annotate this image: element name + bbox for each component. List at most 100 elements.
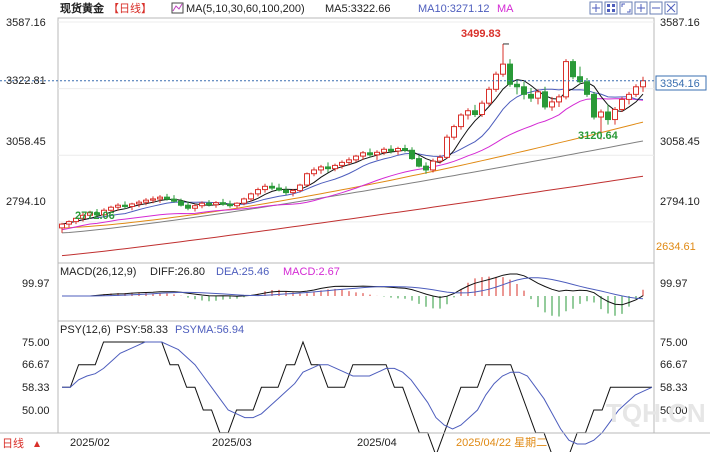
macd-axis-left: 99.97 — [22, 278, 50, 290]
candle-body-26 — [241, 198, 247, 204]
candle-body-8 — [115, 204, 121, 208]
candle-body-60 — [479, 102, 485, 116]
minus-icon[interactable] — [649, 1, 663, 15]
candle-body-19 — [192, 205, 198, 209]
close-icon[interactable] — [664, 1, 678, 15]
candle-body-39 — [332, 164, 338, 170]
ma200-line — [61, 175, 644, 257]
candle-body-40 — [339, 161, 345, 166]
ma5-line — [61, 79, 644, 225]
psy-axis-left-2: 66.67 — [22, 359, 50, 371]
candle-body-57 — [458, 114, 464, 128]
candle-body-49 — [402, 148, 408, 151]
ma-legend: MA(5,10,30,60,100,200) — [186, 3, 305, 15]
candle-body-76 — [591, 93, 597, 118]
candle-body-41 — [346, 159, 352, 163]
candle-body-9 — [122, 204, 128, 207]
low-annotation: 2772.06 — [75, 210, 115, 222]
period-button[interactable]: 日线 — [2, 436, 24, 450]
candle-body-22 — [213, 202, 219, 206]
psy-axis-left-1: 75.00 — [22, 337, 50, 349]
candle-body-10 — [129, 203, 135, 207]
candle-body-33 — [290, 190, 296, 194]
price-low-label: 2634.61 — [656, 241, 696, 253]
candle-body-31 — [276, 187, 282, 191]
candle-body-35 — [304, 173, 310, 186]
macd-axis-right: 99.97 — [660, 278, 688, 290]
psy-axis-right-3: 58.33 — [660, 382, 688, 394]
crosshair-icon[interactable] — [589, 1, 603, 15]
expand-icon[interactable] — [619, 1, 633, 15]
candle-body-27 — [248, 193, 254, 200]
candle-body-55 — [444, 136, 450, 158]
psy-axis-right-2: 66.67 — [660, 359, 688, 371]
macd-label: MACD(26,12,9) — [60, 266, 136, 278]
candle-body-65 — [514, 83, 520, 88]
candle-body-71 — [556, 96, 562, 103]
candle-body-77 — [598, 111, 604, 118]
candle-body-52 — [423, 165, 429, 171]
ma30-line — [61, 98, 644, 231]
price-tick-left-4: 2794.10 — [6, 196, 46, 208]
price-tick-right-3: 3058.45 — [660, 136, 700, 148]
candle-body-82 — [633, 86, 639, 95]
price-tick-left-3: 3058.45 — [6, 136, 46, 148]
grid-icon[interactable] — [604, 1, 618, 15]
candle-body-62 — [493, 73, 499, 90]
ma10-legend: MA10:3271.12 — [418, 3, 490, 15]
ma-switch-icon[interactable] — [171, 2, 184, 14]
candle-body-51 — [416, 158, 422, 167]
candle-body-12 — [143, 199, 149, 203]
candle-body-38 — [325, 166, 331, 170]
candle-body-32 — [283, 189, 289, 194]
psy-panel-frame — [57, 320, 655, 434]
candle-body-20 — [199, 202, 205, 207]
x-date-2: 2025/03 — [212, 437, 252, 449]
price-tick-right-4: 2794.10 — [660, 196, 700, 208]
macd-dea: DEA:25.46 — [216, 266, 269, 278]
candle-body-11 — [136, 201, 142, 205]
candle-body-47 — [388, 148, 394, 152]
candle-body-3 — [80, 214, 86, 219]
ma60-line — [61, 121, 644, 229]
high-annotation: 3499.83 — [461, 28, 501, 40]
period-dropdown-icon[interactable] — [34, 441, 40, 447]
candle-body-75 — [584, 81, 590, 95]
candle-body-36 — [311, 169, 317, 175]
last-price-label: 3354.16 — [660, 78, 700, 90]
candle-body-4 — [87, 212, 93, 216]
moving-average-lines — [61, 79, 644, 257]
price-panel-frame — [57, 17, 655, 264]
candle-body-17 — [178, 200, 184, 206]
psy-label: PSY(12,6) — [60, 324, 111, 336]
candle-body-59 — [472, 110, 478, 116]
candle-body-44 — [367, 152, 373, 156]
watermark: TQH.CN — [606, 398, 706, 428]
candle-body-18 — [185, 204, 191, 209]
psy-axis-left-3: 58.33 — [22, 382, 50, 394]
candle-body-53 — [430, 160, 436, 171]
candle-body-46 — [381, 148, 387, 153]
candle-body-66 — [521, 86, 527, 95]
ma5-legend: MA5:3322.66 — [325, 3, 390, 15]
plus-icon[interactable] — [634, 1, 648, 15]
candle-body-74 — [577, 76, 583, 83]
candle-body-58 — [465, 110, 471, 116]
candlesticks — [59, 43, 646, 233]
price-tick-left-1: 3587.16 — [6, 17, 46, 29]
candle-body-21 — [206, 202, 212, 206]
ma100-line — [61, 140, 644, 234]
price-tick-left-2: 3322.81 — [6, 75, 46, 87]
candle-body-28 — [255, 189, 261, 195]
candle-body-29 — [262, 185, 268, 191]
period-label[interactable]: 【日线】 — [108, 1, 152, 15]
candle-body-42 — [353, 155, 359, 161]
candle-body-37 — [318, 166, 324, 171]
psy-axis-right-1: 75.00 — [660, 337, 688, 349]
candle-body-2 — [73, 217, 79, 223]
candle-body-61 — [486, 88, 492, 104]
ma30-legend: MA — [497, 3, 514, 15]
candle-body-64 — [507, 63, 513, 85]
